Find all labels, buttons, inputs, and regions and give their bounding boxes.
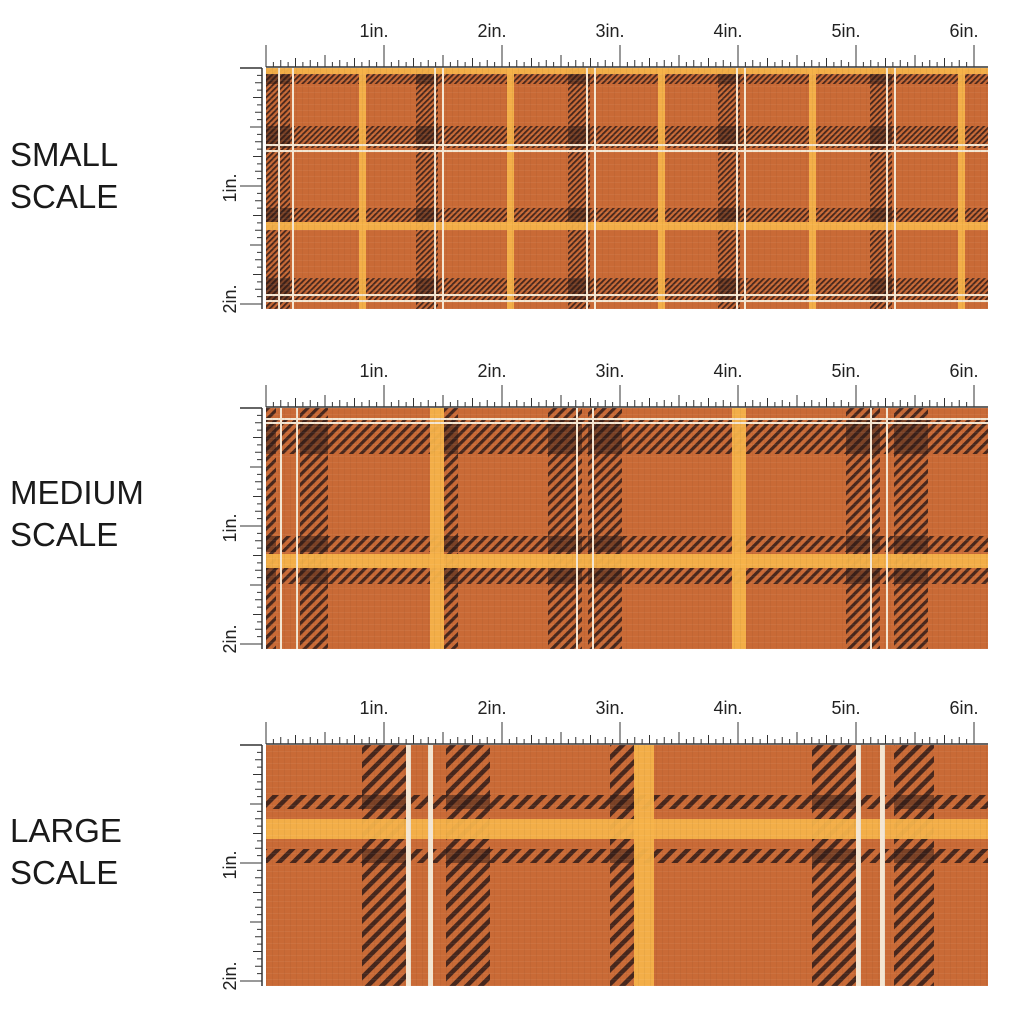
ruler-top-label: 5in. [831,21,860,41]
ruler-side-label: 1in. [220,173,240,202]
ruler-side-label: 2in. [220,624,240,653]
ruler-top-label: 1in. [359,698,388,718]
ruler-side-label: 1in. [220,850,240,879]
ruler-top-label: 6in. [949,698,978,718]
ruler-top-label: 1in. [359,361,388,381]
large-scale-swatch [266,745,988,986]
ruler-top-label: 2in. [477,698,506,718]
ruler-top-label: 2in. [477,361,506,381]
ruler-side-label: 2in. [220,284,240,313]
ruler-top-label: 6in. [949,361,978,381]
ruler-top-label: 3in. [595,21,624,41]
small-scale-label-line2: SCALE [10,178,119,215]
medium-scale-label: MEDIUM SCALE [10,472,144,556]
ruler-side-label: 2in. [220,961,240,990]
large-scale-label-line1: LARGE [10,812,122,849]
ruler-top-label: 3in. [595,698,624,718]
ruler-top-label: 4in. [713,698,742,718]
medium-scale-label-line1: MEDIUM [10,474,144,511]
large-scale-label: LARGE SCALE [10,810,122,894]
ruler-top-label: 1in. [359,21,388,41]
ruler-top-label: 4in. [713,361,742,381]
ruler-top-label: 4in. [713,21,742,41]
small-scale-label-line1: SMALL [10,136,119,173]
medium-scale-swatch [266,408,988,649]
ruler-side-label: 1in. [220,513,240,542]
ruler-top-label: 3in. [595,361,624,381]
large-scale-label-line2: SCALE [10,854,119,891]
ruler-top-label: 2in. [477,21,506,41]
ruler-top-label: 6in. [949,21,978,41]
ruler-top-label: 5in. [831,698,860,718]
small-scale-swatch [266,68,988,309]
ruler-top-label: 5in. [831,361,860,381]
medium-scale-label-line2: SCALE [10,516,119,553]
small-scale-label: SMALL SCALE [10,134,118,218]
